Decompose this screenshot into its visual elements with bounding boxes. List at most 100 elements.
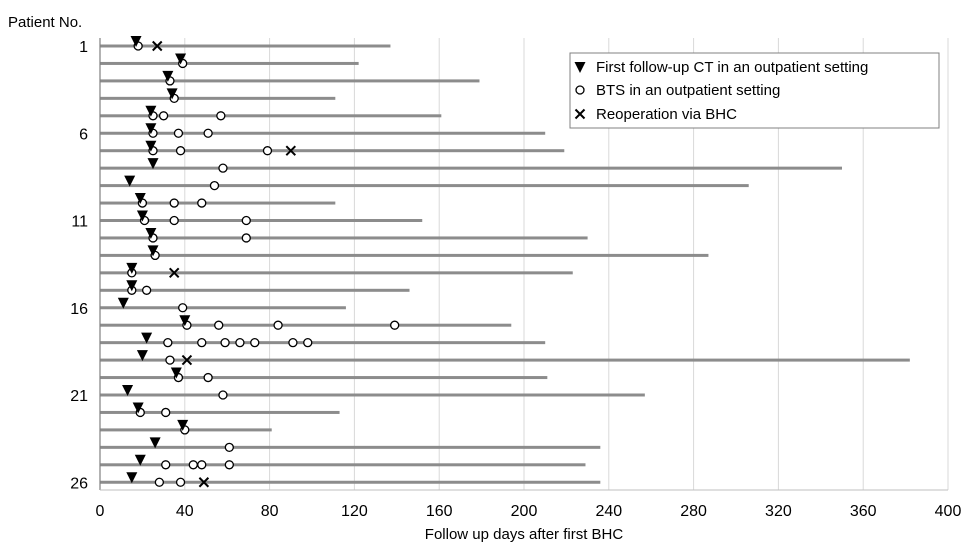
cross-stroke <box>574 108 586 120</box>
cross-shape <box>574 108 586 120</box>
bts-marker <box>250 337 260 348</box>
first-ct-marker <box>136 350 148 362</box>
x-tick-label: 360 <box>850 503 877 520</box>
follow-up-bar <box>100 201 336 205</box>
x-tick-labels: 0 40 80 120 160 200 240 280 320 360 400 <box>96 503 962 520</box>
first-ct-marker <box>130 36 142 47</box>
follow-up-bar <box>100 96 336 100</box>
first-ct-marker <box>136 210 148 222</box>
follow-up-bar <box>100 149 565 153</box>
y-tick-label: 1 <box>79 39 88 56</box>
x-tick-label: 120 <box>341 503 368 520</box>
follow-up-bar <box>100 341 546 345</box>
x-tick-label: 160 <box>426 503 453 520</box>
bts-marker <box>262 146 273 156</box>
bts-marker <box>220 337 230 348</box>
y-tick-label: 21 <box>70 388 88 405</box>
follow-up-bar <box>100 271 573 275</box>
bts-marker <box>163 337 173 348</box>
bts-marker <box>218 390 228 400</box>
bts-marker <box>209 180 220 191</box>
legend-label-reoperation: Reoperation via BHC <box>596 106 737 123</box>
x-tick-label: 80 <box>261 503 279 520</box>
bts-marker <box>303 337 313 348</box>
first-ct-marker <box>134 193 146 205</box>
bts-marker <box>273 320 283 330</box>
reoperation-marker <box>181 354 193 366</box>
first-ct-marker <box>126 280 138 292</box>
first-ct-marker <box>145 105 157 117</box>
first-ct-marker <box>166 88 178 100</box>
bts-marker <box>214 320 224 330</box>
cross-marker-icon <box>574 108 586 120</box>
follow-up-bar <box>100 376 548 380</box>
first-ct-marker <box>145 123 157 135</box>
first-ct-marker <box>147 245 159 257</box>
follow-up-bar <box>100 219 423 222</box>
follow-up-bar <box>100 323 512 327</box>
first-ct-marker <box>145 140 157 152</box>
event-markers <box>117 36 400 488</box>
follow-up-bar <box>100 236 588 240</box>
bts-marker <box>203 372 213 383</box>
first-ct-marker <box>126 472 138 484</box>
bts-marker <box>197 337 207 348</box>
cross-stroke <box>198 477 210 488</box>
first-ct-marker <box>132 402 144 414</box>
bts-marker <box>241 233 251 243</box>
first-ct-marker <box>145 227 157 239</box>
bts-marker <box>197 198 207 208</box>
triangle-shape <box>574 62 586 73</box>
bts-marker <box>216 111 226 121</box>
bts-marker <box>178 303 188 313</box>
first-ct-marker <box>126 262 138 274</box>
bts-marker <box>173 128 184 138</box>
x-tick-label: 240 <box>595 503 622 520</box>
follow-up-bar <box>100 393 645 397</box>
follow-up-bar <box>100 166 842 170</box>
follow-up-bar <box>100 184 749 188</box>
bts-marker <box>161 407 171 418</box>
x-tick-label: 320 <box>765 503 792 520</box>
cross-stroke <box>168 267 180 279</box>
bts-marker <box>175 477 186 487</box>
bts-marker <box>169 198 179 208</box>
first-ct-marker <box>170 367 182 379</box>
x-tick-label: 280 <box>680 503 707 520</box>
first-ct-marker <box>122 385 134 396</box>
bts-marker <box>154 477 165 487</box>
follow-up-bar <box>100 44 391 48</box>
first-ct-marker <box>179 315 191 327</box>
cross-stroke <box>152 40 163 52</box>
bts-marker <box>161 460 171 470</box>
bts-marker <box>165 355 175 365</box>
first-ct-marker <box>162 70 174 82</box>
circle-marker-icon <box>575 85 585 95</box>
first-ct-marker <box>117 297 129 309</box>
bts-marker <box>224 460 234 470</box>
x-tick-label: 0 <box>96 503 105 520</box>
reoperation-marker <box>285 145 297 156</box>
follow-up-bar <box>100 480 601 484</box>
first-ct-marker <box>177 419 189 431</box>
y-tick-label: 26 <box>70 475 88 492</box>
follow-up-bar <box>100 445 601 449</box>
bts-marker <box>218 163 228 173</box>
legend-label-bts: BTS in an outpatient setting <box>596 82 780 99</box>
first-ct-marker <box>141 332 153 344</box>
legend-box <box>569 52 940 129</box>
y-tick-label: 16 <box>70 301 88 318</box>
cross-stroke <box>181 354 193 366</box>
bts-marker <box>158 111 169 121</box>
bts-marker <box>288 337 298 348</box>
bts-marker <box>141 285 152 295</box>
follow-up-bar <box>100 79 480 83</box>
first-ct-marker <box>175 53 187 65</box>
x-tick-label: 400 <box>935 503 962 520</box>
x-axis-title: Follow up days after first BHC <box>425 526 624 542</box>
follow-up-bar <box>100 306 346 310</box>
y-tick-label: 6 <box>79 126 88 143</box>
bts-marker <box>175 146 186 156</box>
